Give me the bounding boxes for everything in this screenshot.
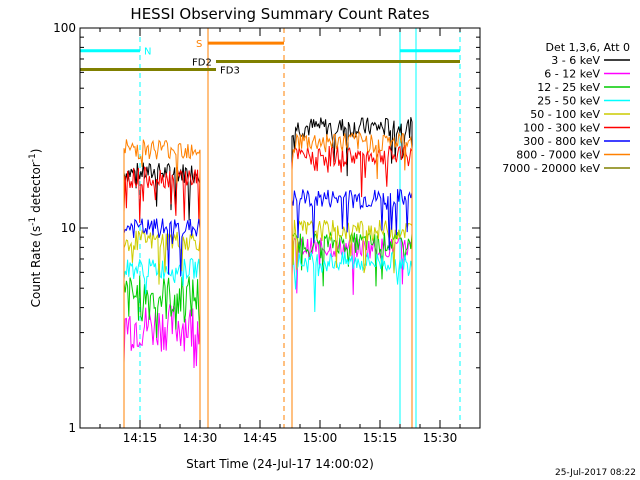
legend-entry-label: 300 - 800 keV xyxy=(523,135,600,148)
x-tick-label: 14:45 xyxy=(243,431,278,445)
series-trace-8 xyxy=(123,139,201,428)
timestamp-stamp: 25-Jul-2017 08:22 xyxy=(555,468,636,478)
legend-entry-label: 12 - 25 keV xyxy=(537,81,600,94)
series-trace-7 xyxy=(123,218,201,428)
y-tick-label: 10 xyxy=(61,221,76,235)
x-tick-label: 15:30 xyxy=(423,431,458,445)
y-tick-label: 100 xyxy=(53,21,76,35)
x-tick-label: 15:15 xyxy=(363,431,398,445)
flag-label-n: N xyxy=(144,47,151,58)
x-tick-label: 14:30 xyxy=(183,431,218,445)
x-tick-label: 14:15 xyxy=(123,431,158,445)
series-trace-4 xyxy=(123,257,201,428)
legend-entry-label: 800 - 7000 keV xyxy=(516,149,600,162)
series-trace-6 xyxy=(291,144,413,428)
axis-ticks: 14:15 14:30 14:45 15:00 15:15 15:30 1 10 100 xyxy=(53,21,480,445)
legend-entry-label: 100 - 300 keV xyxy=(523,122,600,135)
series-trace-7 xyxy=(291,188,413,428)
x-tick-label: 15:00 xyxy=(303,431,338,445)
flag-label-s: S xyxy=(196,39,202,50)
series-trace-3 xyxy=(123,275,201,428)
series-trace-4 xyxy=(291,250,413,428)
series-trace-5 xyxy=(291,219,413,428)
flag-label-fd3: FD3 xyxy=(220,66,240,77)
legend-entry-label: 7000 - 20000 keV xyxy=(502,162,600,175)
legend-entry-label: 6 - 12 keV xyxy=(544,68,600,81)
legend-entry-label: 50 - 100 keV xyxy=(530,108,600,121)
plot-area: N S FD2 FD3 xyxy=(79,28,461,428)
series-trace-1 xyxy=(123,162,201,428)
series-trace-8 xyxy=(291,130,413,428)
series-trace-2 xyxy=(123,303,201,428)
legend-entry-label: 25 - 50 keV xyxy=(537,95,600,108)
chart-title: HESSI Observing Summary Count Rates xyxy=(130,5,429,23)
y-tick-label: 1 xyxy=(68,421,76,435)
series-trace-6 xyxy=(123,166,201,428)
legend-title: Det 1,3,6, Att 0 xyxy=(546,41,630,54)
y-axis-label: Count Rate (s-1 detector-1) xyxy=(28,149,43,308)
series-trace-5 xyxy=(123,229,201,428)
flag-label-fd2: FD2 xyxy=(192,57,212,68)
legend-entry-label: 3 - 6 keV xyxy=(551,54,600,67)
x-axis-label: Start Time (24-Jul-17 14:00:02) xyxy=(186,457,374,471)
